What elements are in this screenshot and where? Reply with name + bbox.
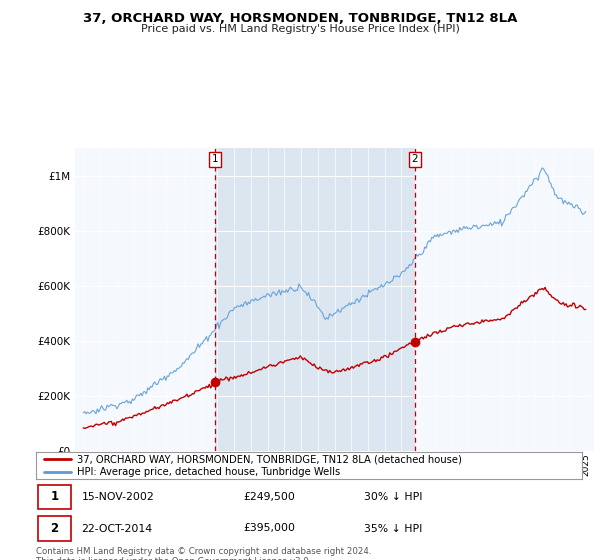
FancyBboxPatch shape bbox=[38, 516, 71, 541]
Text: Contains HM Land Registry data © Crown copyright and database right 2024.
This d: Contains HM Land Registry data © Crown c… bbox=[36, 547, 371, 560]
Text: 1: 1 bbox=[212, 155, 218, 165]
Text: £249,500: £249,500 bbox=[244, 492, 295, 502]
Text: 2: 2 bbox=[50, 522, 59, 535]
Text: 30% ↓ HPI: 30% ↓ HPI bbox=[364, 492, 422, 502]
Text: 15-NOV-2002: 15-NOV-2002 bbox=[82, 492, 154, 502]
Text: Price paid vs. HM Land Registry's House Price Index (HPI): Price paid vs. HM Land Registry's House … bbox=[140, 24, 460, 34]
FancyBboxPatch shape bbox=[38, 484, 71, 509]
Text: 2: 2 bbox=[412, 155, 418, 165]
Text: HPI: Average price, detached house, Tunbridge Wells: HPI: Average price, detached house, Tunb… bbox=[77, 467, 340, 477]
Text: 22-OCT-2014: 22-OCT-2014 bbox=[82, 524, 152, 534]
Text: 37, ORCHARD WAY, HORSMONDEN, TONBRIDGE, TN12 8LA: 37, ORCHARD WAY, HORSMONDEN, TONBRIDGE, … bbox=[83, 12, 517, 25]
Text: 37, ORCHARD WAY, HORSMONDEN, TONBRIDGE, TN12 8LA (detached house): 37, ORCHARD WAY, HORSMONDEN, TONBRIDGE, … bbox=[77, 455, 462, 464]
Bar bbox=[215, 148, 415, 451]
Text: 1: 1 bbox=[50, 491, 59, 503]
Text: £395,000: £395,000 bbox=[244, 524, 295, 534]
Text: 35% ↓ HPI: 35% ↓ HPI bbox=[364, 524, 422, 534]
